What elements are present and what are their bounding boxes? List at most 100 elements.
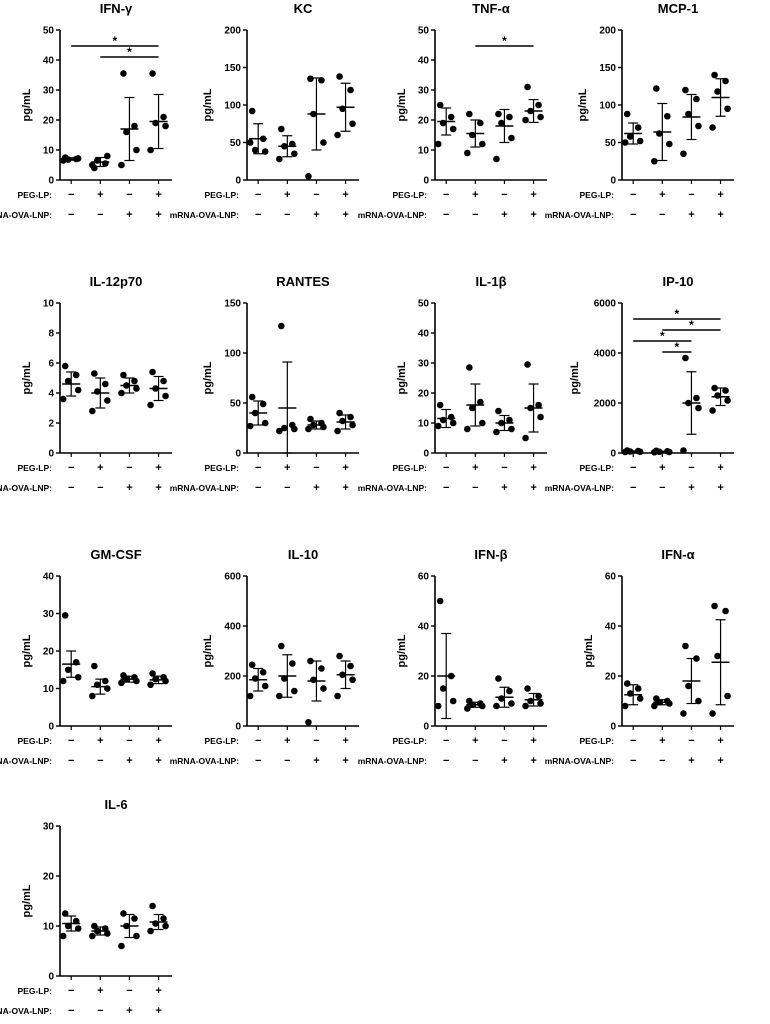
data-point (261, 148, 269, 155)
condition-sign: + (530, 482, 536, 494)
y-tick-label: 150 (599, 63, 616, 74)
data-point (522, 702, 529, 710)
y-tick-label: 10 (43, 299, 55, 310)
y-tick-label: 200 (224, 26, 241, 37)
data-point (508, 425, 515, 433)
condition-sign: − (255, 735, 261, 747)
y-tick-label: 0 (610, 176, 616, 187)
condition-sign: + (313, 755, 319, 767)
chart-panel-4: MCP-1 0 50 100 150 200 pg/mL PEG-LP: mRNA-OVA-LN… (545, 1, 734, 221)
data-point (623, 110, 631, 118)
data-point (722, 77, 729, 85)
data-point (246, 139, 254, 146)
data-point (91, 370, 98, 377)
data-point (131, 915, 138, 922)
condition-sign: + (501, 482, 507, 494)
data-point (133, 385, 140, 392)
condition-sign: − (443, 189, 449, 201)
condition-sign: − (97, 755, 103, 767)
y-tick-label: 30 (418, 359, 430, 370)
row-label-mrna-ova-lnp: mRNA-OVA-LNP: (358, 756, 427, 766)
data-point (133, 932, 140, 940)
data-point (498, 119, 505, 127)
data-point (666, 140, 673, 148)
row-label-peg-lp: PEG-LP: (205, 190, 240, 200)
condition-sign: + (155, 755, 161, 767)
condition-sign: − (443, 482, 449, 494)
data-point (94, 388, 101, 395)
condition-sign: − (630, 735, 636, 747)
data-point (74, 155, 82, 162)
data-point (693, 394, 700, 402)
data-point (449, 419, 457, 427)
data-point (695, 697, 702, 705)
y-tick-label: 4000 (594, 349, 617, 360)
data-point (680, 710, 687, 717)
data-point (305, 425, 312, 433)
data-point (439, 416, 447, 424)
row-label-peg-lp: PEG-LP: (18, 986, 53, 996)
significance-star: * (502, 34, 507, 48)
data-point (634, 685, 642, 692)
y-tick-label: 8 (48, 329, 54, 340)
condition-sign: − (284, 209, 290, 221)
condition-sign: − (255, 755, 261, 767)
y-tick-label: 0 (423, 449, 429, 460)
data-point (434, 140, 442, 148)
condition-sign: + (342, 735, 348, 747)
condition-sign: + (717, 209, 723, 221)
data-point (276, 155, 283, 163)
data-point (439, 685, 447, 692)
row-label-mrna-ova-lnp: mRNA-OVA-LNP: (545, 210, 614, 220)
data-point (447, 113, 455, 121)
data-point (59, 677, 67, 685)
condition-sign: + (530, 462, 536, 474)
data-point (61, 612, 69, 619)
condition-sign: + (530, 735, 536, 747)
y-axis-label: pg/mL (577, 88, 589, 121)
condition-sign: + (97, 985, 103, 997)
data-point (162, 922, 169, 930)
data-point (305, 172, 312, 180)
data-point (527, 697, 534, 705)
y-tick-label: 50 (230, 399, 242, 410)
data-point (74, 386, 82, 394)
data-point (307, 657, 314, 665)
condition-sign: − (255, 209, 261, 221)
data-point (291, 687, 298, 695)
chart-title: IL-12p70 (90, 274, 143, 289)
y-tick-label: 0 (48, 176, 54, 187)
data-point (72, 371, 80, 379)
data-point (162, 122, 169, 130)
data-point (636, 137, 644, 145)
data-point (64, 666, 72, 674)
data-point (535, 101, 542, 109)
data-point (246, 422, 254, 430)
row-label-mrna-ova-lnp: mRNA-OVA-LNP: (170, 483, 239, 493)
data-point (666, 700, 673, 707)
y-axis-label: pg/mL (21, 88, 33, 121)
condition-sign: + (717, 755, 723, 767)
data-point (259, 400, 267, 408)
condition-sign: + (97, 189, 103, 201)
condition-sign: − (659, 209, 665, 221)
data-point (251, 146, 259, 154)
significance-star: * (113, 34, 118, 48)
row-label-mrna-ova-lnp: mRNA-OVA-LNP: (0, 756, 52, 766)
data-point (695, 122, 702, 130)
y-tick-label: 50 (605, 138, 617, 149)
condition-sign: + (155, 985, 161, 997)
condition-sign: − (659, 755, 665, 767)
condition-sign: − (630, 462, 636, 474)
data-point (653, 85, 660, 92)
chart-panel-6: RANTES 0 50 100 150 pg/mL PEG-LP: mRNA-OVA-LNP:… (170, 274, 359, 494)
y-axis-label: pg/mL (569, 361, 581, 394)
data-point (436, 401, 444, 409)
data-point (102, 380, 109, 388)
condition-sign: + (155, 482, 161, 494)
condition-sign: − (126, 735, 132, 747)
condition-sign: + (342, 755, 348, 767)
data-point (149, 902, 156, 910)
y-axis-label: pg/mL (202, 361, 214, 394)
y-axis-label: pg/mL (202, 634, 214, 667)
